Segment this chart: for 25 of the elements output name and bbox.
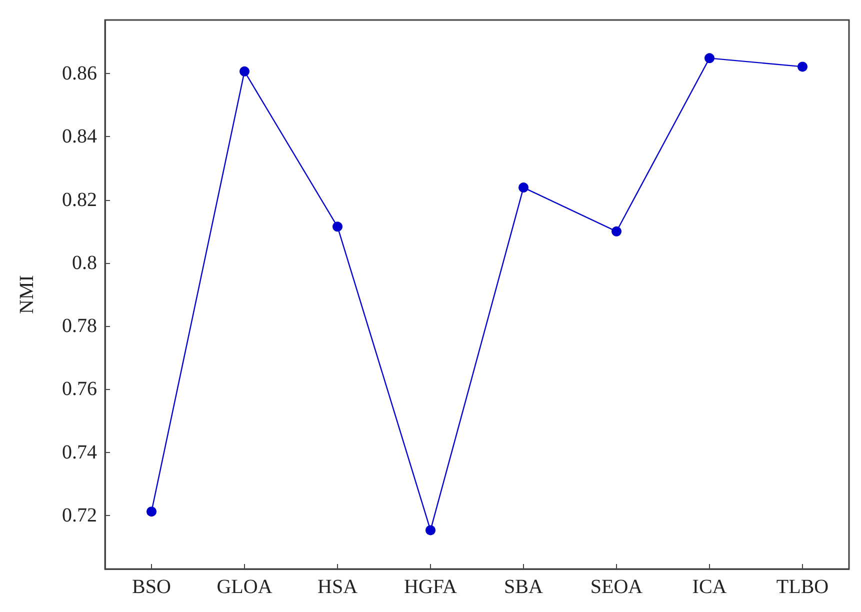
y-tick-label: 0.8 [72,252,97,274]
x-tick-label: HGFA [404,576,458,598]
y-tick-label: 0.84 [62,126,97,148]
y-tick-label: 0.76 [62,378,97,400]
y-tick-label: 0.86 [62,62,97,85]
point [240,66,250,76]
x-tick-label: BSO [132,576,171,598]
y-tick-label: 0.72 [62,504,97,526]
x-tick-label: SBA [504,576,544,598]
point [146,506,156,517]
x-tick-label: GLOA [216,576,273,598]
x-tick-label: SEOA [590,576,644,598]
point [798,62,808,72]
y-tick-label: 0.78 [62,315,97,338]
y-tick-label: 0.74 [62,441,97,464]
x-tick-label: ICA [692,576,728,598]
point [518,182,528,193]
x-tick-label: TLBO [776,576,829,598]
y-axis-title: NMI [16,275,38,314]
point [704,53,714,64]
y-tick-label: 0.82 [62,188,97,211]
point [332,222,342,232]
point [426,525,436,536]
point [612,226,622,236]
x-tick-label: HSA [317,576,358,598]
